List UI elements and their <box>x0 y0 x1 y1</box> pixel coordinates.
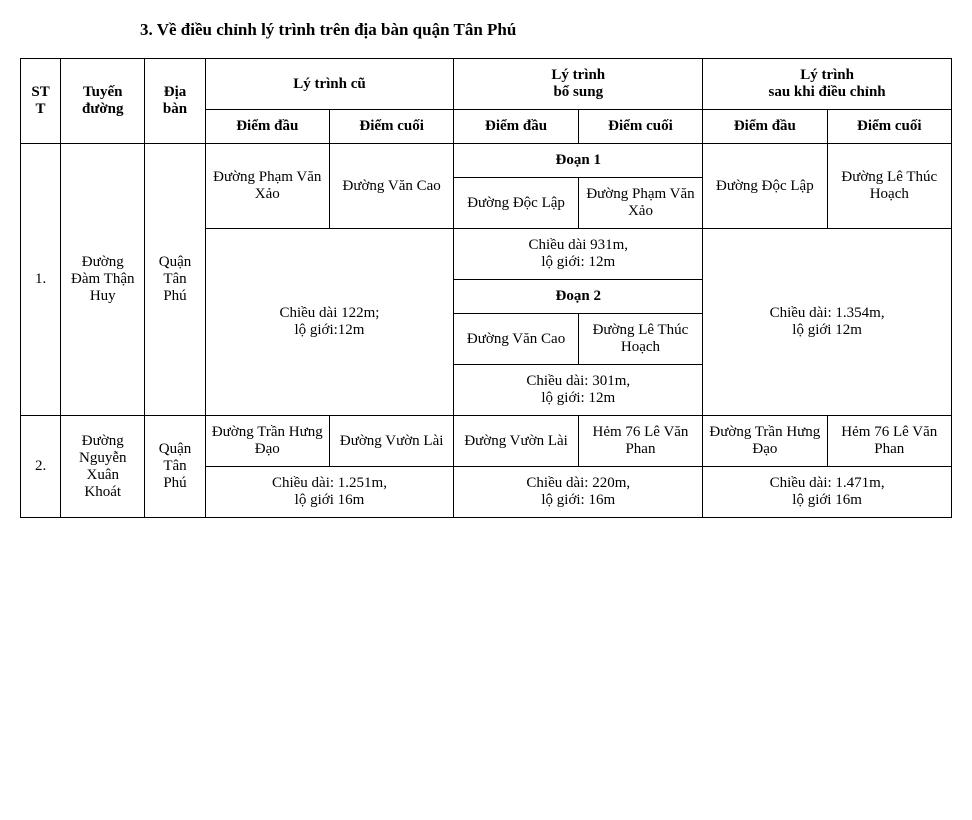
cell-seg1-label: Đoạn 1 <box>454 144 703 178</box>
table-row: 1. Đường Đàm Thận Huy Quận Tân Phú Đường… <box>21 144 952 178</box>
table-row: 2. Đường Nguyễn Xuân Khoát Quận Tân Phú … <box>21 416 952 467</box>
cell-old-dim: Chiều dài: 1.251m,lộ giới 16m <box>205 467 454 518</box>
cell-area: Quận Tân Phú <box>145 416 205 518</box>
col-header-add-start: Điểm đầu <box>454 110 578 144</box>
cell-add-end: Hẻm 76 Lê Văn Phan <box>578 416 702 467</box>
cell-after-dim: Chiều dài: 1.471m,lộ giới 16m <box>703 467 952 518</box>
col-header-after-start: Điểm đầu <box>703 110 827 144</box>
cell-seg1-dim: Chiều dài 931m,lộ giới: 12m <box>454 229 703 280</box>
cell-after-end: Đường Lê Thúc Hoạch <box>827 144 951 229</box>
cell-stt: 1. <box>21 144 61 416</box>
section-heading: 3. Về điều chỉnh lý trình trên địa bàn q… <box>140 20 952 40</box>
cell-seg2-start: Đường Văn Cao <box>454 314 578 365</box>
cell-after-start: Đường Trần Hưng Đạo <box>703 416 827 467</box>
cell-add-start: Đường Vườn Lài <box>454 416 578 467</box>
cell-seg2-dim: Chiều dài: 301m,lộ giới: 12m <box>454 365 703 416</box>
col-header-route: Tuyếnđường <box>61 59 145 144</box>
col-header-old-end: Điểm cuối <box>329 110 453 144</box>
cell-seg2-label: Đoạn 2 <box>454 280 703 314</box>
header-row-1: STT Tuyếnđường Địabàn Lý trình cũ Lý trì… <box>21 59 952 110</box>
col-header-after-end: Điểm cuối <box>827 110 951 144</box>
cell-stt: 2. <box>21 416 61 518</box>
cell-old-start: Đường Trần Hưng Đạo <box>205 416 329 467</box>
col-header-old-start: Điểm đầu <box>205 110 329 144</box>
col-header-add: Lý trìnhbổ sung <box>454 59 703 110</box>
adjustment-table: STT Tuyếnđường Địabàn Lý trình cũ Lý trì… <box>20 58 952 518</box>
cell-after-end: Hẻm 76 Lê Văn Phan <box>827 416 951 467</box>
cell-seg2-end: Đường Lê Thúc Hoạch <box>578 314 702 365</box>
col-header-area: Địabàn <box>145 59 205 144</box>
cell-old-start: Đường Phạm Văn Xảo <box>205 144 329 229</box>
cell-route: Đường Đàm Thận Huy <box>61 144 145 416</box>
cell-old-end: Đường Văn Cao <box>329 144 453 229</box>
cell-after-dim: Chiều dài: 1.354m,lộ giới 12m <box>703 229 952 416</box>
cell-old-end: Đường Vườn Lài <box>329 416 453 467</box>
col-header-after: Lý trìnhsau khi điều chỉnh <box>703 59 952 110</box>
col-header-stt: STT <box>21 59 61 144</box>
cell-after-start: Đường Độc Lập <box>703 144 827 229</box>
cell-seg1-end: Đường Phạm Văn Xảo <box>578 178 702 229</box>
col-header-add-end: Điểm cuối <box>578 110 702 144</box>
cell-area: Quận Tân Phú <box>145 144 205 416</box>
col-header-old: Lý trình cũ <box>205 59 454 110</box>
cell-add-dim: Chiều dài: 220m,lộ giới: 16m <box>454 467 703 518</box>
cell-route: Đường Nguyễn Xuân Khoát <box>61 416 145 518</box>
cell-seg1-start: Đường Độc Lập <box>454 178 578 229</box>
cell-old-dim: Chiều dài 122m;lộ giới:12m <box>205 229 454 416</box>
